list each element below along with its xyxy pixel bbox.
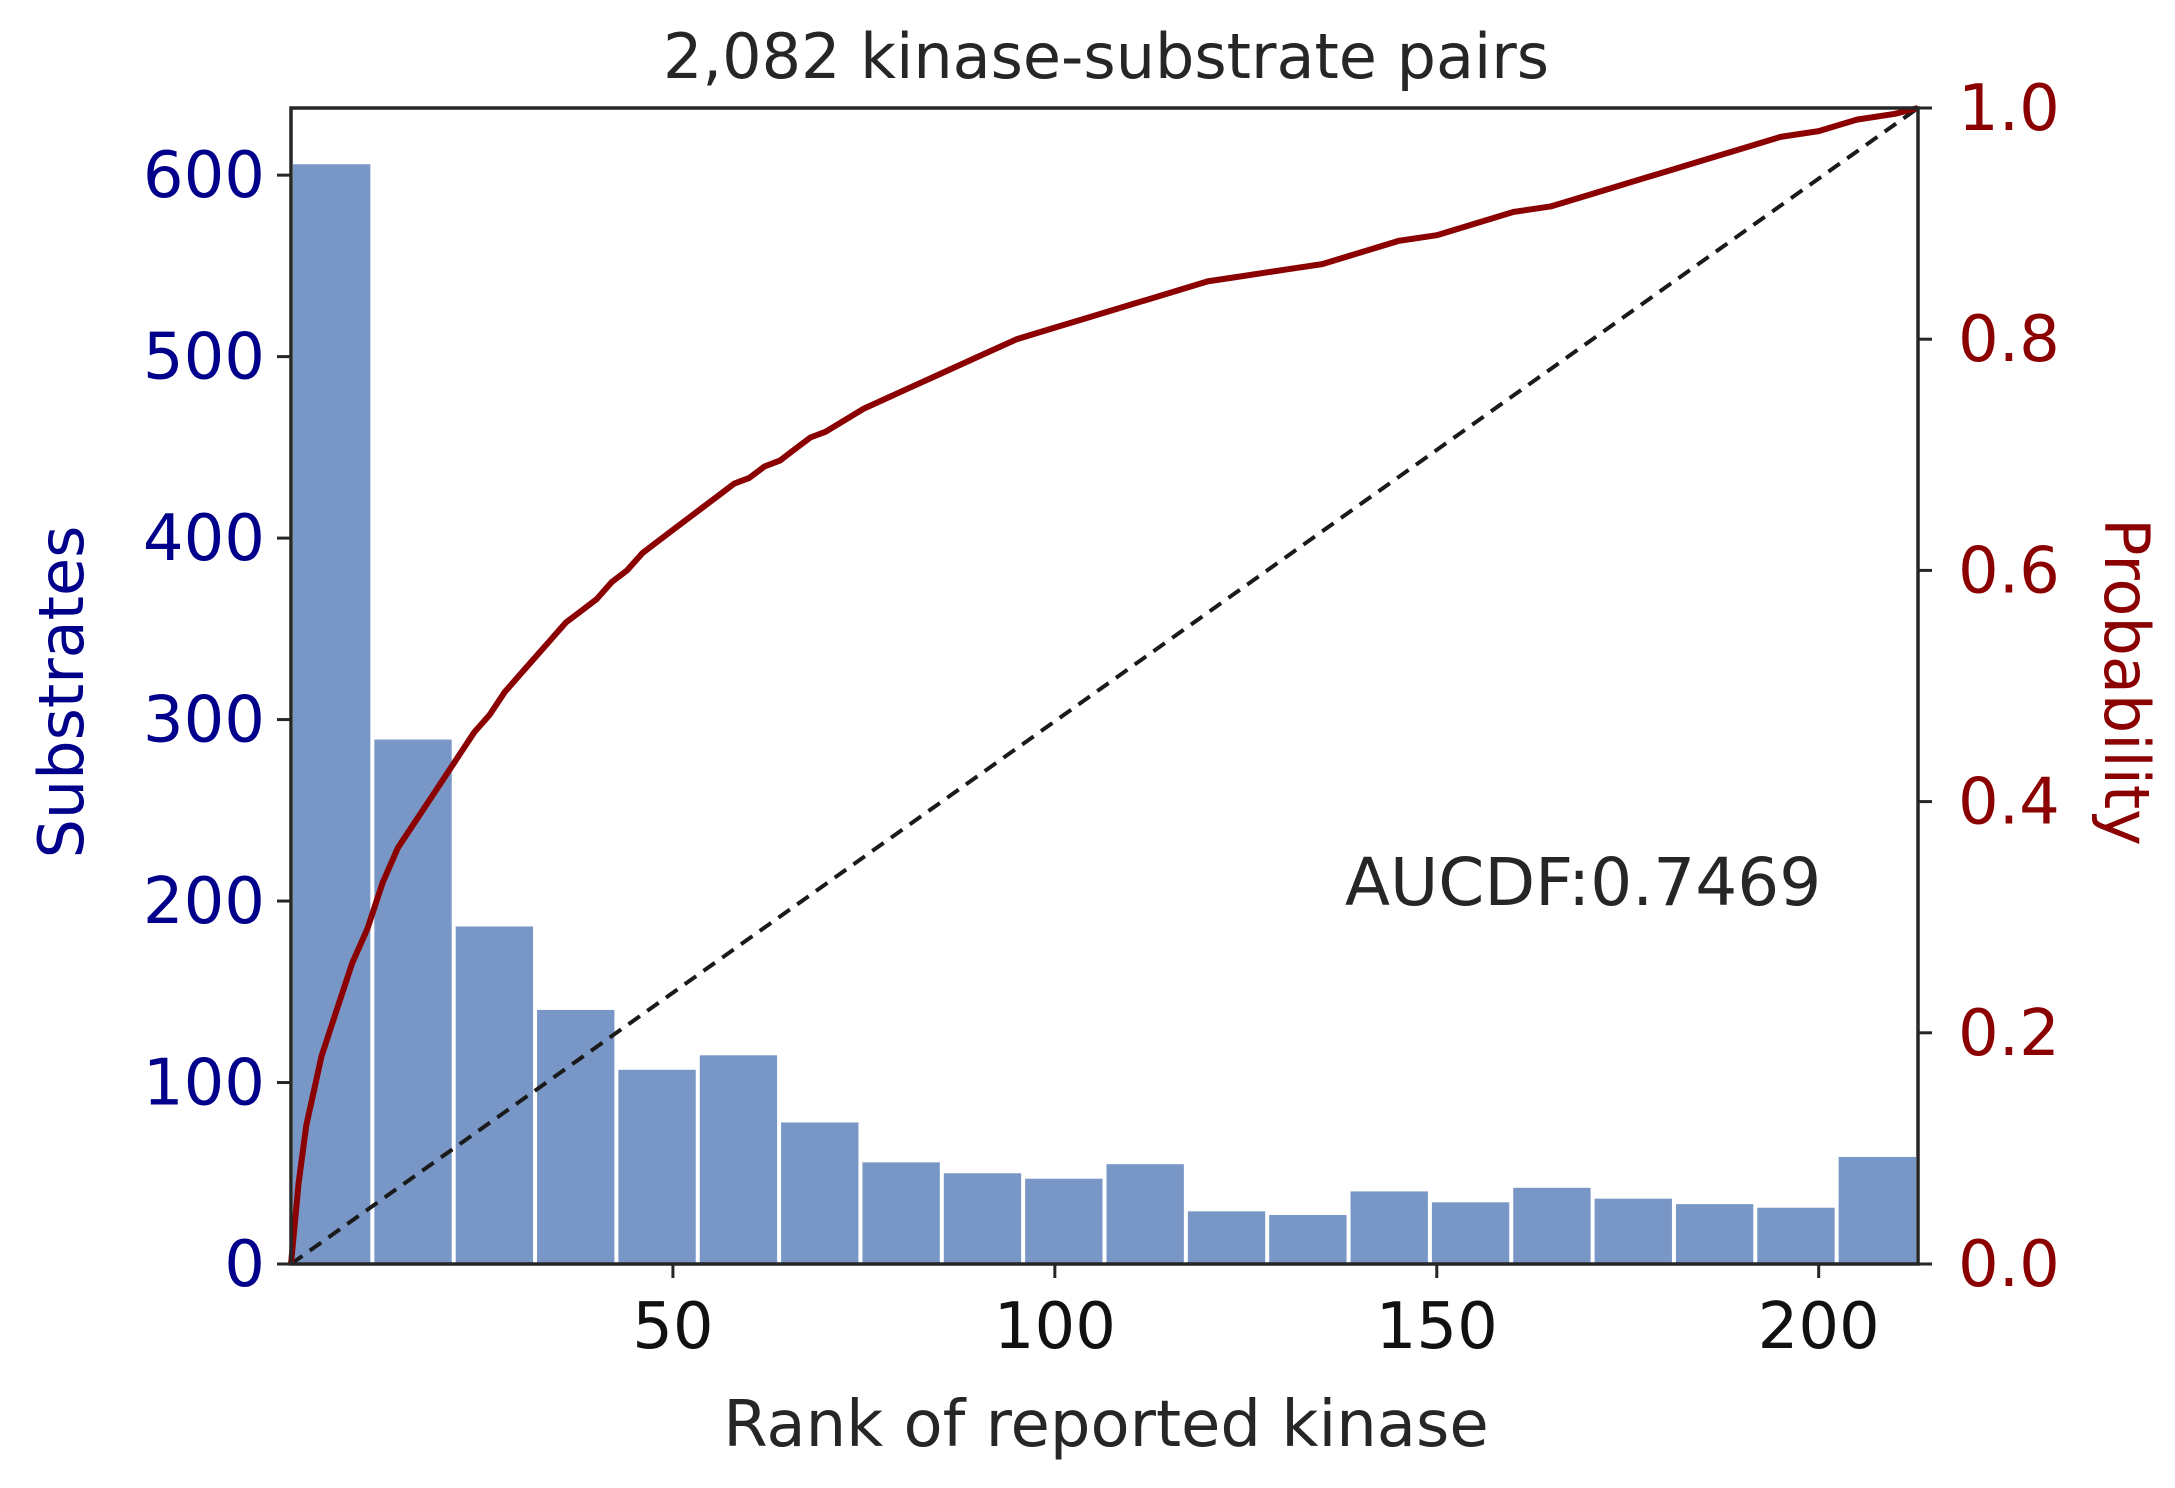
left-y-axis-label: Substrates [25, 526, 98, 859]
histogram-bar [293, 164, 371, 1265]
left-tick-label: 200 [143, 865, 265, 939]
histogram-bar [1106, 1164, 1184, 1264]
histogram-bar [1350, 1191, 1428, 1264]
right-tick-label: 0.8 [1958, 303, 2060, 377]
plot-frame [289, 106, 1920, 1266]
right-tick-label: 1.0 [1958, 72, 2060, 146]
right-y-axis-label: Probability [2090, 518, 2163, 846]
histogram-bar [862, 1162, 940, 1264]
left-tick-label: 400 [143, 502, 265, 576]
histogram-bar [1675, 1204, 1754, 1264]
x-axis-label: Rank of reported kinase [723, 1388, 1488, 1462]
plot-border [289, 106, 1920, 1266]
histogram-bar [781, 1122, 859, 1264]
left-tick-label: 600 [143, 139, 265, 213]
bottom-tick-label: 50 [632, 1290, 713, 1364]
left-tick-label: 500 [143, 321, 265, 395]
left-tick-label: 300 [143, 684, 265, 758]
cdf-line [288, 105, 1919, 1265]
histogram-bar [1269, 1215, 1347, 1264]
histogram-bar [1187, 1211, 1266, 1264]
left-tick-label: 0 [224, 1228, 265, 1302]
histogram-bars [293, 164, 1916, 1265]
aucdf-annotation: AUCDF:0.7469 [1345, 844, 1821, 921]
histogram-bar [455, 926, 534, 1264]
histogram-bar [618, 1069, 696, 1264]
right-axis-ticks: 0.0 0.2 0.4 0.6 0.8 1.0 [1918, 72, 2060, 1302]
histogram-bar [1757, 1207, 1835, 1264]
histogram-bar [1838, 1156, 1916, 1264]
bottom-tick-label: 100 [994, 1290, 1116, 1364]
bottom-tick-label: 150 [1376, 1290, 1498, 1364]
diagonal-reference-line [289, 106, 1920, 1266]
left-tick-label: 100 [143, 1047, 265, 1121]
histogram-bar [1431, 1202, 1510, 1264]
left-axis-ticks: 0 100 200 300 400 500 600 [143, 139, 291, 1302]
chart-title: 2,082 kinase-substrate pairs [663, 20, 1549, 93]
histogram-bar [1594, 1198, 1672, 1264]
histogram-bar [1025, 1178, 1103, 1264]
histogram-bar [1513, 1187, 1591, 1264]
bottom-axis-ticks: 50 100 150 200 [632, 1264, 1880, 1364]
bottom-tick-label: 200 [1758, 1290, 1880, 1364]
right-tick-label: 0.4 [1958, 766, 2060, 840]
histogram-bar [943, 1173, 1022, 1264]
histogram-bar [374, 739, 452, 1264]
histogram-bar [699, 1055, 778, 1264]
right-tick-label: 0.0 [1958, 1228, 2060, 1302]
histogram-bar [537, 1009, 615, 1264]
right-tick-label: 0.6 [1958, 534, 2060, 608]
right-tick-label: 0.2 [1958, 997, 2060, 1071]
